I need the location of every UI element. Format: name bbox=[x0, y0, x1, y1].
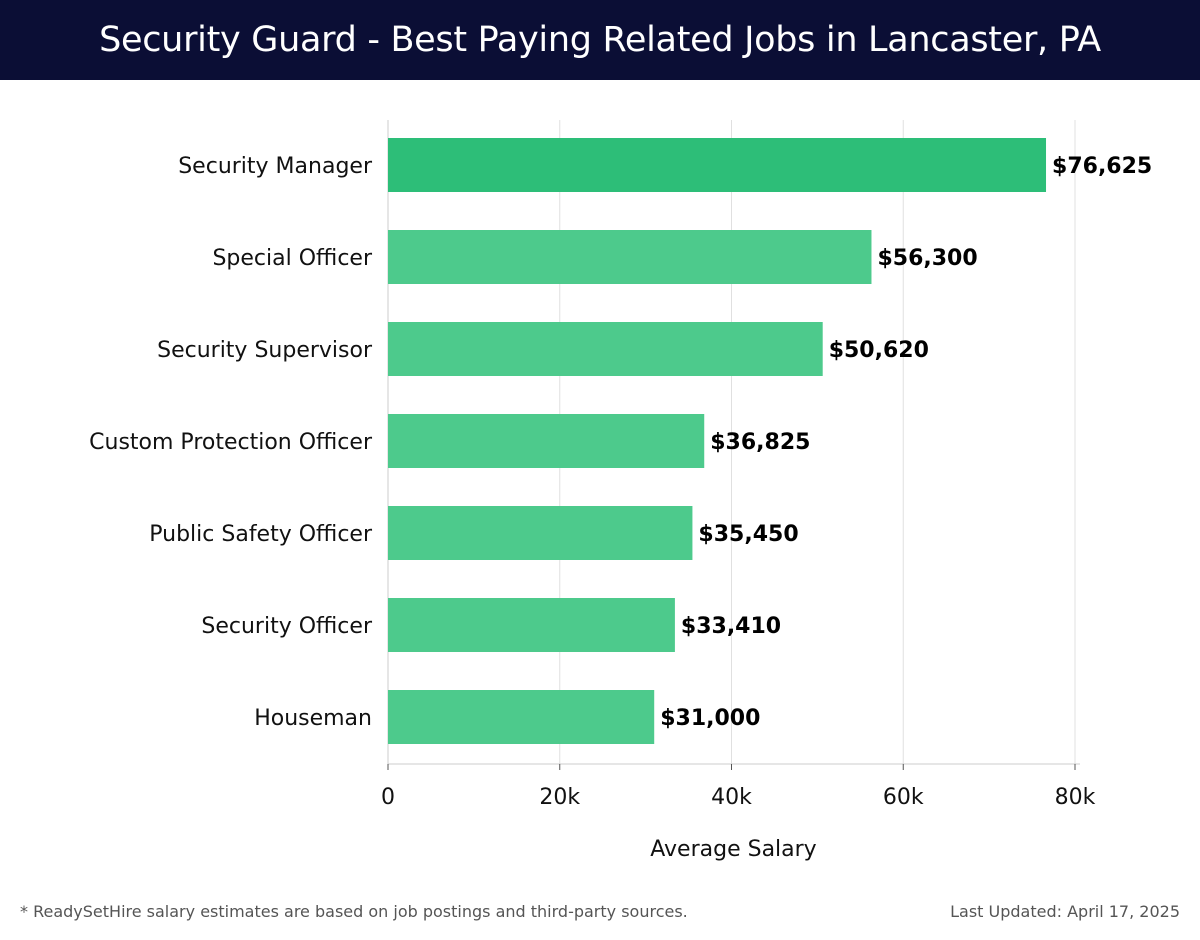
category-label: Security Officer bbox=[201, 614, 373, 639]
x-tick-label: 80k bbox=[1055, 785, 1096, 810]
x-tick-label: 0 bbox=[381, 785, 395, 810]
category-label: Security Manager bbox=[178, 154, 373, 179]
bar bbox=[388, 690, 655, 744]
value-label: $33,410 bbox=[681, 614, 781, 639]
category-label: Special Officer bbox=[212, 246, 372, 271]
bar bbox=[388, 138, 1047, 192]
x-tick-label: 20k bbox=[539, 785, 580, 810]
value-label: $35,450 bbox=[698, 522, 798, 547]
value-label: $50,620 bbox=[829, 338, 929, 363]
value-label: $76,625 bbox=[1052, 154, 1152, 179]
x-tick-label: 40k bbox=[711, 785, 752, 810]
category-label: Public Safety Officer bbox=[149, 522, 373, 547]
bar-chart: 0 20k 40k 60k 80k Average Salary Security Mana… bbox=[89, 120, 1152, 862]
value-label: $36,825 bbox=[710, 430, 810, 455]
category-label: Security Supervisor bbox=[157, 338, 373, 363]
bar bbox=[388, 598, 675, 652]
last-updated: Last Updated: April 17, 2025 bbox=[950, 902, 1180, 921]
value-label: $56,300 bbox=[877, 246, 977, 271]
bar bbox=[388, 506, 693, 560]
footer-note: * ReadySetHire salary estimates are base… bbox=[20, 902, 688, 921]
chart-title: Security Guard - Best Paying Related Job… bbox=[99, 20, 1101, 60]
x-tick-label: 60k bbox=[883, 785, 924, 810]
header-bar: Security Guard - Best Paying Related Job… bbox=[0, 0, 1200, 80]
bar bbox=[388, 322, 823, 376]
bar bbox=[388, 414, 705, 468]
category-label: Custom Protection Officer bbox=[89, 430, 373, 455]
value-label: $31,000 bbox=[660, 706, 760, 731]
bar bbox=[388, 230, 872, 284]
category-label: Houseman bbox=[254, 706, 372, 731]
x-axis-title: Average Salary bbox=[650, 837, 816, 862]
